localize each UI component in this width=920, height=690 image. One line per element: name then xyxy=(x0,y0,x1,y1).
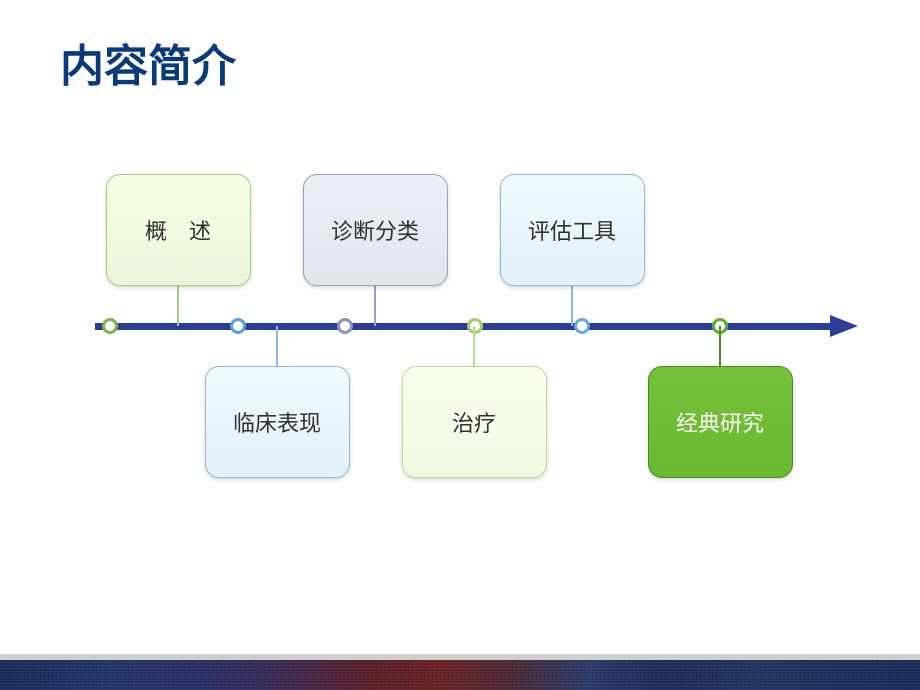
timeline-node: 经典研究 xyxy=(648,366,793,478)
timeline-node: 治疗 xyxy=(402,366,547,478)
page-title: 内容简介 xyxy=(60,30,236,94)
timeline-dot xyxy=(467,318,483,334)
node-connector xyxy=(177,286,179,326)
timeline-node: 诊断分类 xyxy=(303,174,448,286)
timeline-node-label: 诊断分类 xyxy=(331,214,419,246)
node-connector xyxy=(719,326,721,366)
node-connector xyxy=(571,286,573,326)
slide: { "title": { "text": "内容简介", "color": "#… xyxy=(0,0,920,690)
timeline-node-label: 临床表现 xyxy=(233,406,321,438)
timeline-node-label: 概 述 xyxy=(145,214,211,246)
timeline-node-label: 评估工具 xyxy=(528,214,616,246)
footer-texture xyxy=(0,660,920,690)
timeline-dot xyxy=(230,318,246,334)
node-connector xyxy=(473,326,475,366)
timeline-dot xyxy=(337,318,353,334)
timeline-arrowhead xyxy=(830,315,858,337)
node-connector xyxy=(374,286,376,326)
timeline-dot xyxy=(102,318,118,334)
timeline-node-label: 经典研究 xyxy=(676,406,764,438)
timeline-node: 概 述 xyxy=(106,174,251,286)
timeline-node-label: 治疗 xyxy=(452,406,496,438)
slide-footer xyxy=(0,654,920,690)
node-connector xyxy=(276,326,278,366)
timeline-dot xyxy=(574,318,590,334)
timeline-node: 评估工具 xyxy=(500,174,645,286)
timeline-node: 临床表现 xyxy=(205,366,350,478)
